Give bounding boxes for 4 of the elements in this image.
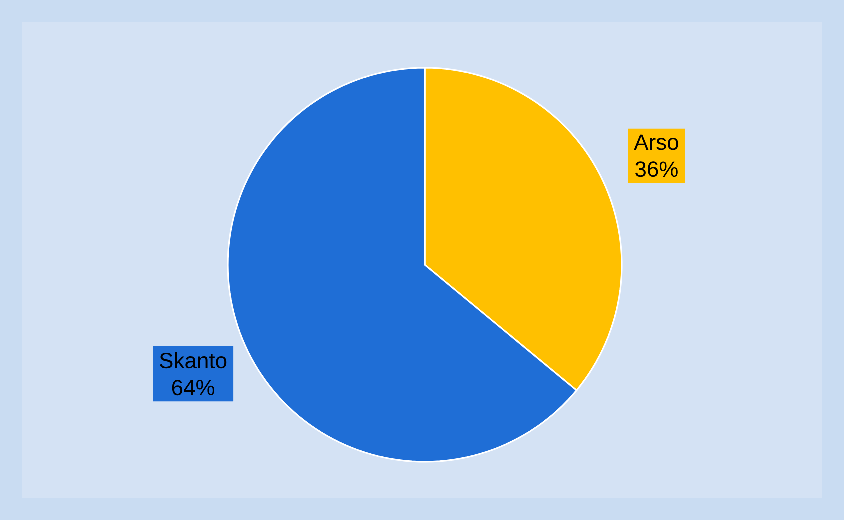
data-label: 36% [636, 162, 678, 178]
slice-label: Skanto [160, 352, 227, 369]
data-label: 64% [172, 380, 215, 396]
slice-label: Arso [634, 134, 678, 150]
